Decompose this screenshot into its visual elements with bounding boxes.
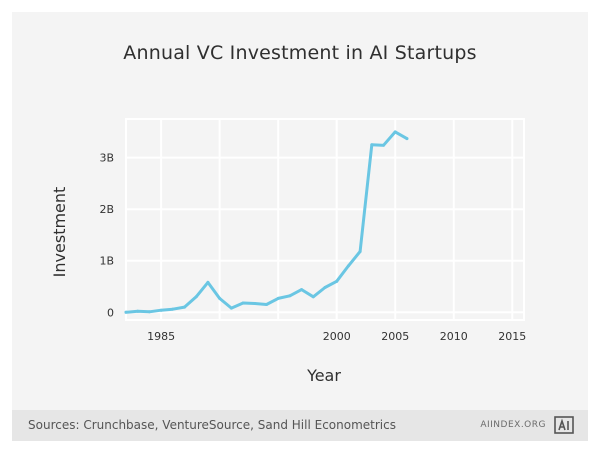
y-tick-label: 1B — [99, 255, 114, 268]
data-point — [311, 295, 315, 299]
data-point — [323, 286, 327, 290]
data-point — [393, 130, 397, 134]
y-tick-label: 2B — [99, 203, 114, 216]
x-tick-label: 1985 — [147, 330, 175, 343]
data-point — [382, 143, 386, 147]
data-point — [335, 279, 339, 283]
x-tick-label: 2010 — [440, 330, 468, 343]
line-chart: 1985 2000 2005 2010 2015 0 1B 2B 3B Year Investm… — [50, 118, 526, 385]
data-point — [124, 310, 128, 314]
tick-labels: 1985 2000 2005 2010 2015 0 1B 2B 3B — [99, 152, 526, 343]
y-axis-label: Investment — [50, 187, 69, 278]
data-point — [218, 296, 222, 300]
data-point — [276, 296, 280, 300]
series-layer — [124, 130, 409, 314]
data-point — [241, 301, 245, 305]
data-point — [264, 303, 268, 307]
x-axis-label: Year — [306, 366, 341, 385]
data-point — [136, 309, 140, 313]
chart-card: Annual VC Investment in AI Startups 1985… — [12, 12, 588, 441]
data-point — [171, 307, 175, 311]
x-tick-label: 2005 — [381, 330, 409, 343]
chart-title: Annual VC Investment in AI Startups — [123, 42, 477, 64]
x-tick-label: 2000 — [323, 330, 351, 343]
plot-area — [126, 119, 524, 320]
data-point — [346, 264, 350, 268]
data-point — [370, 143, 374, 147]
data-point — [194, 295, 198, 299]
plot-border — [125, 118, 525, 321]
grid-lines — [126, 119, 524, 320]
ai-index-logo-icon — [554, 416, 574, 434]
brand-link[interactable]: AIINDEX.ORG — [480, 420, 546, 430]
x-tick-label: 2015 — [498, 330, 526, 343]
data-point — [206, 280, 210, 284]
data-point — [229, 306, 233, 310]
data-point — [300, 288, 304, 292]
data-point — [405, 137, 409, 141]
sources-text: Sources: Crunchbase, VentureSource, Sand… — [28, 418, 396, 432]
data-point — [358, 249, 362, 253]
data-point — [253, 302, 257, 306]
data-point — [147, 310, 151, 314]
plot-frame — [125, 118, 525, 321]
y-tick-label: 3B — [99, 152, 114, 165]
data-point — [159, 308, 163, 312]
data-point — [183, 305, 187, 309]
footer: Sources: Crunchbase, VentureSource, Sand… — [12, 410, 588, 441]
data-point — [288, 294, 292, 298]
y-tick-label: 0 — [107, 306, 114, 319]
